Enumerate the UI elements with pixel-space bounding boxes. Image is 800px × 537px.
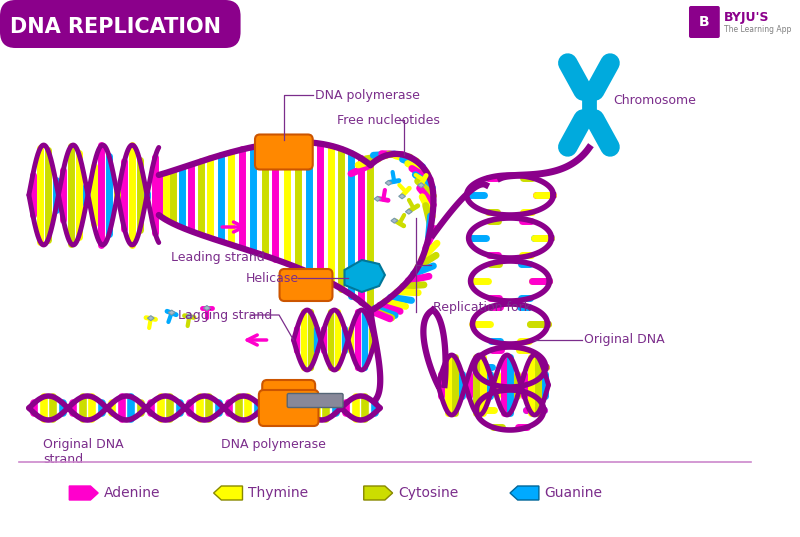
Polygon shape <box>374 197 381 201</box>
Polygon shape <box>386 180 392 185</box>
FancyBboxPatch shape <box>287 394 343 408</box>
Polygon shape <box>345 260 385 292</box>
Polygon shape <box>203 306 210 310</box>
Text: Replication fork: Replication fork <box>433 301 531 315</box>
Text: Cytosine: Cytosine <box>398 486 458 500</box>
FancyBboxPatch shape <box>279 269 333 301</box>
Text: The Learning App: The Learning App <box>724 25 791 34</box>
Polygon shape <box>406 209 412 214</box>
FancyBboxPatch shape <box>255 134 313 170</box>
Polygon shape <box>214 486 242 500</box>
Text: Thymine: Thymine <box>248 486 308 500</box>
Polygon shape <box>70 486 98 500</box>
Text: Helicase: Helicase <box>246 272 298 285</box>
Text: Original DNA
strand: Original DNA strand <box>43 438 124 466</box>
Polygon shape <box>147 316 154 321</box>
Text: DNA polymerase: DNA polymerase <box>314 89 419 101</box>
Text: Leading strand: Leading strand <box>171 251 265 265</box>
Polygon shape <box>391 218 398 223</box>
Polygon shape <box>364 486 393 500</box>
Text: Chromosome: Chromosome <box>613 93 696 106</box>
Text: DNA polymerase: DNA polymerase <box>222 438 326 451</box>
Text: B: B <box>699 15 710 29</box>
FancyBboxPatch shape <box>262 380 315 406</box>
Polygon shape <box>398 194 406 199</box>
Polygon shape <box>510 486 539 500</box>
Text: Adenine: Adenine <box>104 486 161 500</box>
FancyBboxPatch shape <box>689 6 720 38</box>
Polygon shape <box>168 310 175 315</box>
Text: Free nucleotides: Free nucleotides <box>337 113 440 127</box>
FancyBboxPatch shape <box>259 390 318 426</box>
Polygon shape <box>583 91 594 119</box>
Polygon shape <box>186 314 193 318</box>
Text: Guanine: Guanine <box>545 486 602 500</box>
Text: BYJU'S: BYJU'S <box>724 11 769 25</box>
Text: Lagging strand: Lagging strand <box>178 308 272 322</box>
Polygon shape <box>418 183 425 188</box>
FancyBboxPatch shape <box>0 0 241 48</box>
Text: Original DNA: Original DNA <box>584 333 665 346</box>
Text: DNA REPLICATION: DNA REPLICATION <box>10 17 221 37</box>
